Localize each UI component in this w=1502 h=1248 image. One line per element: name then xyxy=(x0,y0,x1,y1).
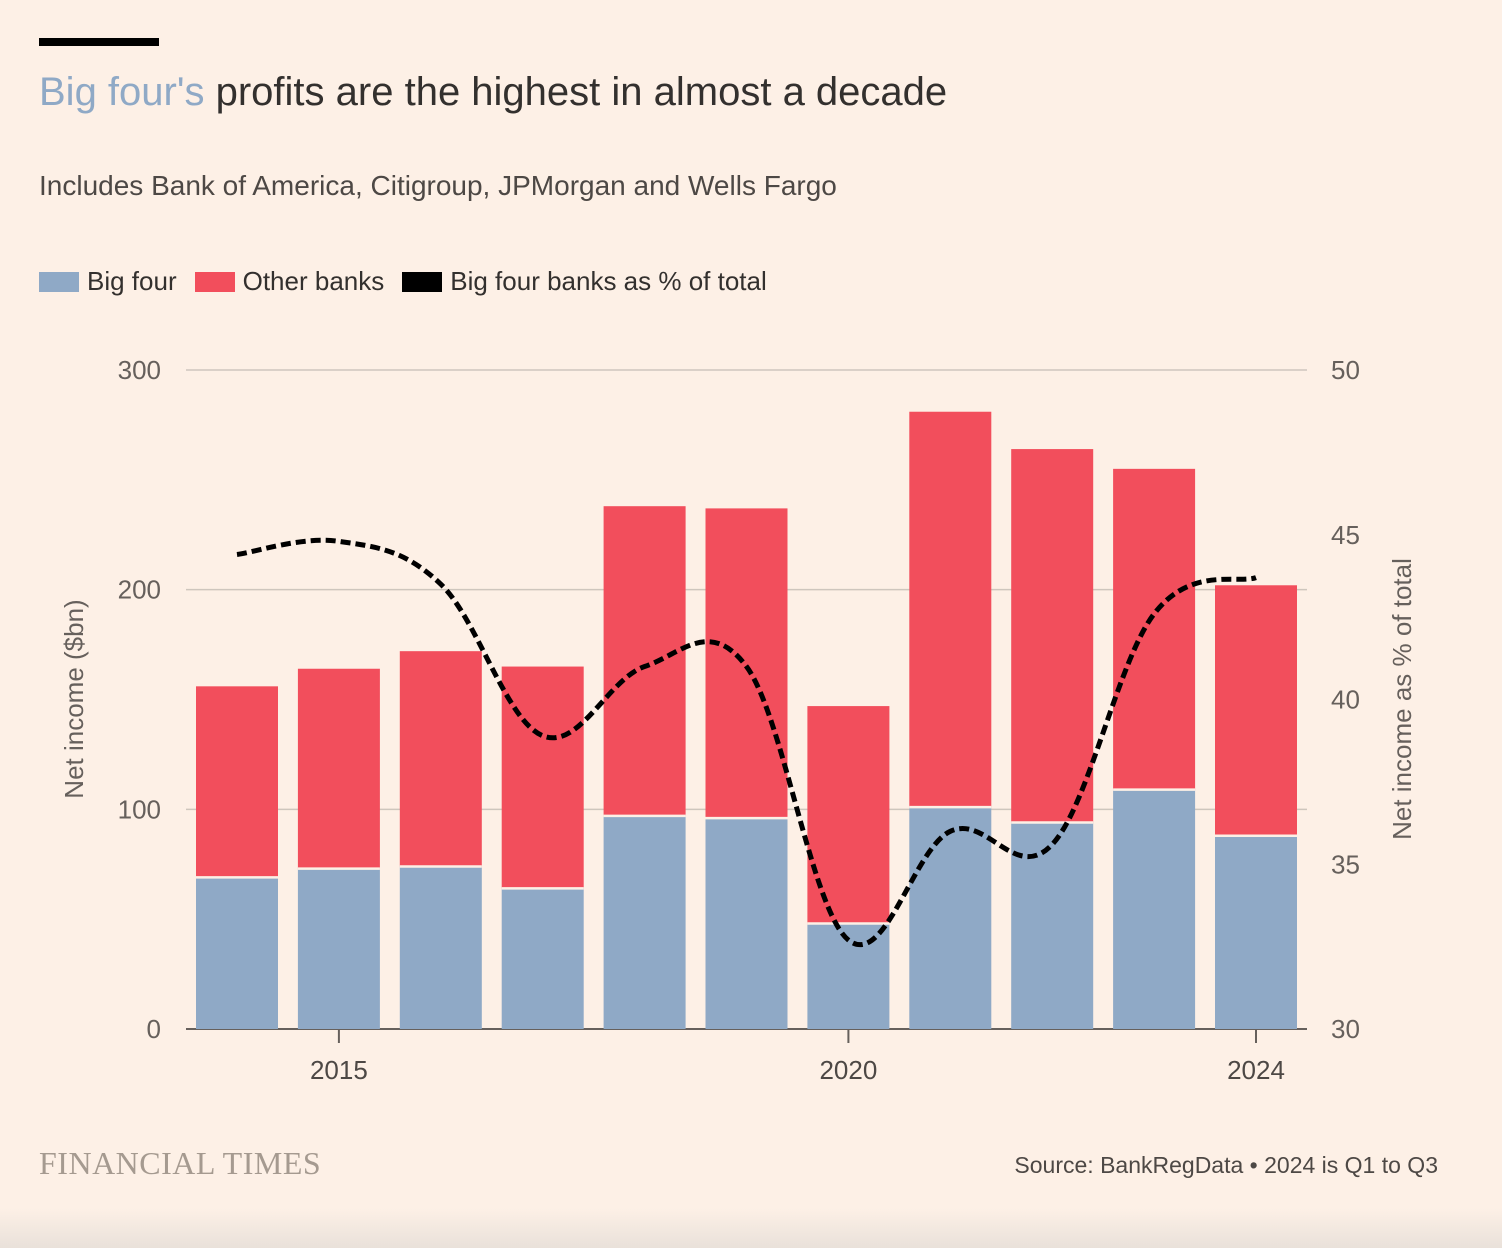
title-highlight: Big four's xyxy=(39,70,205,114)
bar-other-banks xyxy=(1011,449,1094,823)
y-tick-label: 0 xyxy=(147,1014,161,1044)
bar-big-four xyxy=(297,868,380,1029)
legend-item-share-line: Big four banks as % of total xyxy=(402,266,767,297)
top-rule xyxy=(39,38,159,46)
y2-axis-label: Net income as % of total xyxy=(1387,558,1417,840)
x-tick-label: 2024 xyxy=(1227,1055,1285,1085)
legend-item-big-four: Big four xyxy=(39,266,177,297)
chart-subtitle: Includes Bank of America, Citigroup, JPM… xyxy=(39,170,837,201)
legend-label-other-banks: Other banks xyxy=(242,266,385,296)
bar-other-banks xyxy=(909,411,992,808)
bar-other-banks xyxy=(297,668,380,869)
y-tick-label: 200 xyxy=(118,575,161,605)
legend-swatch-other-banks xyxy=(194,271,235,292)
bar-big-four xyxy=(909,807,992,1029)
y2-tick-label: 40 xyxy=(1331,685,1360,715)
legend-label-big-four: Big four xyxy=(87,266,177,296)
bottom-fade xyxy=(0,1208,1502,1248)
legend-swatch-share-line xyxy=(402,271,443,292)
bar-big-four xyxy=(1215,835,1297,1029)
chart-title: Big four's profits are the highest in al… xyxy=(39,70,947,115)
x-tick-label: 2015 xyxy=(310,1055,368,1085)
bar-big-four xyxy=(807,923,890,1029)
bar-other-banks xyxy=(399,651,482,867)
bar-big-four xyxy=(501,888,584,1029)
bar-big-four xyxy=(1011,822,1094,1029)
bar-other-banks xyxy=(705,508,788,819)
bar-other-banks xyxy=(1215,585,1297,836)
y-tick-label: 300 xyxy=(118,355,161,385)
bar-big-four xyxy=(1113,789,1196,1029)
y2-tick-label: 45 xyxy=(1331,520,1360,550)
bar-big-four xyxy=(705,818,788,1029)
legend-label-share-line: Big four banks as % of total xyxy=(450,266,767,296)
y2-tick-label: 35 xyxy=(1331,849,1360,879)
bar-big-four xyxy=(603,815,686,1029)
legend: Big four Other banks Big four banks as %… xyxy=(39,266,785,297)
y2-tick-label: 50 xyxy=(1331,355,1360,385)
legend-swatch-big-four xyxy=(39,271,79,292)
bar-other-banks xyxy=(603,506,686,816)
bar-big-four xyxy=(399,866,482,1029)
y2-tick-label: 30 xyxy=(1331,1014,1360,1044)
bar-other-banks xyxy=(196,686,278,878)
bar-other-banks xyxy=(501,666,584,889)
legend-item-other-banks: Other banks xyxy=(194,266,385,297)
bar-big-four xyxy=(196,877,278,1029)
ft-logo: FINANCIAL TIMES xyxy=(39,1145,322,1181)
y-axis-label: Net income ($bn) xyxy=(59,599,89,798)
bar-other-banks xyxy=(1113,468,1196,790)
source-note: Source: BankRegData • 2024 is Q1 to Q3 xyxy=(1014,1152,1438,1178)
title-rest: profits are the highest in almost a deca… xyxy=(204,70,948,114)
x-tick-label: 2020 xyxy=(819,1055,877,1085)
y-tick-label: 100 xyxy=(118,794,161,824)
bar-other-banks xyxy=(807,706,890,924)
